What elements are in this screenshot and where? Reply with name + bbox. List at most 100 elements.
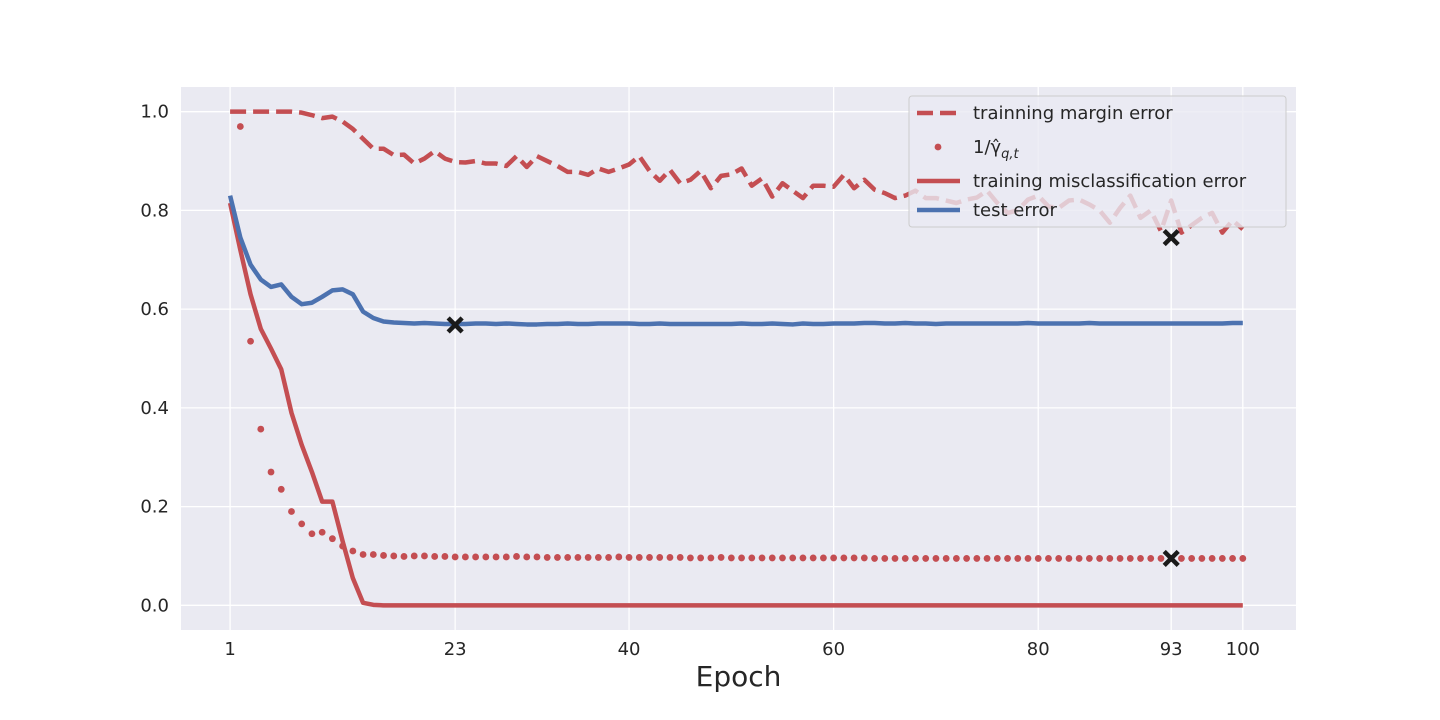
data-point bbox=[431, 553, 439, 560]
data-point bbox=[349, 547, 357, 555]
data-point bbox=[799, 554, 807, 562]
data-point bbox=[605, 554, 612, 561]
data-point bbox=[1116, 555, 1124, 562]
data-point bbox=[257, 425, 265, 433]
data-point bbox=[830, 554, 838, 562]
annotation-markers bbox=[446, 228, 1180, 568]
data-point bbox=[717, 554, 725, 561]
data-point bbox=[533, 553, 541, 561]
data-point bbox=[932, 555, 940, 562]
series-line-training-misclassification-error bbox=[227, 202, 1243, 608]
data-point bbox=[1188, 555, 1196, 562]
data-point bbox=[298, 520, 306, 528]
series-line-test-error bbox=[227, 195, 1243, 327]
data-point bbox=[1198, 555, 1206, 562]
data-point bbox=[1055, 555, 1063, 562]
data-point bbox=[768, 554, 776, 562]
x-tick-label: 80 bbox=[1027, 639, 1050, 660]
data-point bbox=[1065, 555, 1073, 562]
data-point bbox=[410, 552, 418, 560]
data-point bbox=[1147, 555, 1155, 562]
data-point bbox=[901, 555, 909, 562]
data-point bbox=[738, 554, 745, 562]
data-point bbox=[912, 555, 919, 562]
data-point bbox=[236, 123, 244, 130]
data-point bbox=[789, 554, 797, 562]
legend-entry: training misclassification error bbox=[917, 171, 1247, 192]
x-axis-label: Epoch bbox=[696, 660, 782, 693]
data-point bbox=[554, 554, 561, 561]
data-point bbox=[400, 553, 408, 560]
x-tick-label: 1 bbox=[224, 639, 235, 660]
data-point bbox=[963, 555, 971, 562]
data-point bbox=[635, 554, 643, 561]
data-point bbox=[820, 554, 827, 562]
data-point bbox=[359, 551, 367, 558]
data-point bbox=[369, 551, 377, 558]
data-point bbox=[983, 555, 991, 562]
data-point bbox=[779, 554, 786, 562]
data-point bbox=[318, 528, 326, 536]
data-point bbox=[1106, 555, 1114, 562]
legend-label: 1/γ̂q,t bbox=[973, 137, 1020, 162]
data-point bbox=[1137, 555, 1144, 562]
data-point bbox=[758, 554, 766, 562]
grid bbox=[181, 87, 1296, 630]
data-point bbox=[727, 554, 735, 562]
data-point bbox=[492, 553, 500, 561]
legend-entries: trainning margin error 1/γ̂q,t training mi… bbox=[917, 103, 1247, 221]
data-point bbox=[676, 554, 684, 561]
data-point bbox=[451, 553, 459, 561]
data-point bbox=[1218, 555, 1226, 562]
legend-swatch bbox=[934, 143, 942, 151]
data-point bbox=[380, 552, 387, 559]
data-point bbox=[1045, 555, 1052, 562]
data-point bbox=[1126, 555, 1134, 562]
data-point bbox=[1157, 555, 1165, 562]
data-point bbox=[267, 468, 275, 476]
data-point bbox=[922, 555, 930, 562]
data-point bbox=[461, 553, 469, 561]
x-marker-icon bbox=[1162, 549, 1180, 568]
data-point bbox=[390, 552, 398, 560]
legend-entry: 1/γ̂q,t bbox=[934, 137, 1020, 162]
legend-entry: test error bbox=[917, 200, 1057, 221]
legend: trainning margin error 1/γ̂q,t training mi… bbox=[908, 95, 1287, 228]
data-point bbox=[697, 554, 705, 562]
data-point bbox=[482, 553, 490, 561]
data-point bbox=[952, 555, 960, 562]
series-line-trainning-margin-error bbox=[230, 109, 1245, 235]
data-point bbox=[615, 553, 623, 561]
data-point bbox=[308, 530, 316, 538]
data-point bbox=[687, 554, 694, 562]
data-point bbox=[564, 554, 572, 561]
data-point bbox=[1096, 555, 1103, 562]
x-tick-label: 23 bbox=[444, 639, 467, 660]
data-point bbox=[840, 554, 848, 562]
data-point bbox=[1075, 555, 1083, 562]
x-axis-ticks: 1 23 40 60 80 93 100 bbox=[224, 639, 1260, 660]
data-point bbox=[1014, 555, 1022, 562]
x-tick-label: 100 bbox=[1226, 639, 1260, 660]
data-point bbox=[472, 553, 480, 561]
legend-entry: trainning margin error bbox=[917, 103, 1173, 124]
data-point bbox=[881, 555, 889, 562]
data-point bbox=[574, 554, 582, 561]
x-tick-label: 60 bbox=[822, 639, 845, 660]
x-tick-label: 93 bbox=[1160, 639, 1183, 660]
data-point bbox=[666, 554, 674, 561]
data-point bbox=[502, 553, 510, 561]
x-marker-icon bbox=[446, 316, 464, 334]
data-point bbox=[871, 555, 878, 562]
y-tick-label: 0.0 bbox=[140, 595, 169, 616]
data-point bbox=[1085, 555, 1093, 562]
data-point bbox=[1004, 555, 1011, 562]
data-point bbox=[523, 553, 531, 561]
data-point bbox=[543, 554, 551, 561]
data-point bbox=[288, 508, 295, 515]
data-point bbox=[1178, 555, 1185, 562]
y-tick-label: 0.4 bbox=[140, 398, 169, 419]
data-point bbox=[421, 552, 428, 560]
series-1-q-t bbox=[236, 123, 1247, 562]
